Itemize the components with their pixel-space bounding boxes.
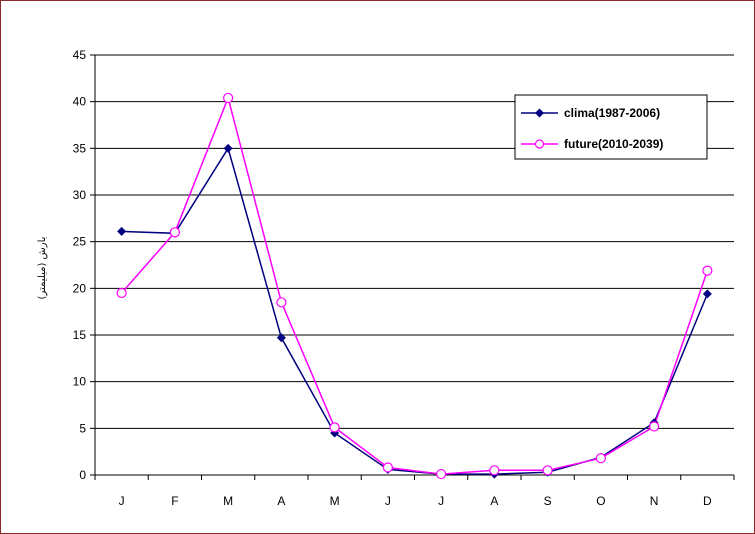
y-tick-label: 20 — [73, 281, 87, 295]
legend-label-clima: clima(1987-2006) — [564, 106, 660, 120]
y-tick-label: 30 — [73, 188, 87, 202]
series-line-1 — [121, 95, 709, 475]
data-point-future — [223, 92, 234, 104]
x-tick-label: A — [277, 494, 285, 508]
y-axis-label: بارش (میلیمتر) — [37, 237, 48, 300]
legend-box — [514, 94, 708, 160]
data-point-clima — [702, 289, 712, 299]
legend-marker-clima — [535, 108, 544, 118]
data-point-future — [649, 421, 660, 432]
data-point-future — [542, 465, 553, 476]
x-tick-label: S — [544, 494, 552, 508]
y-tick-label: 10 — [73, 375, 87, 389]
legend: clima(1987-2006) future(2010-2039) — [514, 94, 708, 160]
x-tick-label: D — [703, 494, 712, 508]
data-point-future — [116, 287, 127, 299]
y-tick-label: 5 — [79, 421, 86, 435]
y-tick-label: 25 — [73, 235, 87, 249]
data-point-future — [702, 265, 713, 276]
x-tick-label: M — [223, 494, 233, 508]
gridlines — [95, 54, 734, 429]
y-tick-labels: 0 5 10 15 20 25 30 35 40 45 — [73, 48, 95, 482]
x-tick-label: J — [119, 494, 125, 508]
data-point-future — [595, 453, 606, 464]
series-lines — [121, 95, 709, 475]
legend-marker-future — [534, 139, 545, 149]
data-point-future — [276, 297, 287, 308]
y-tick-label: 45 — [73, 48, 87, 62]
x-tick-label: F — [171, 494, 178, 508]
legend-label-future: future(2010-2039) — [564, 137, 663, 151]
x-tick-label: O — [596, 494, 605, 508]
x-tick-label: M — [330, 494, 340, 508]
y-tick-label: 15 — [73, 328, 87, 342]
data-point-clima — [117, 226, 127, 236]
y-tick-label: 40 — [73, 95, 87, 109]
x-tick-label: N — [650, 494, 659, 508]
data-point-future — [436, 468, 447, 480]
series-line-0 — [121, 146, 709, 475]
x-tick-label: A — [490, 494, 498, 508]
data-point-future — [329, 422, 340, 433]
data-point-clima — [276, 333, 286, 343]
data-point-future — [489, 465, 500, 476]
data-point-future — [169, 227, 180, 238]
series-markers — [116, 92, 713, 480]
x-tick-label: J — [385, 494, 391, 508]
y-tick-label: 35 — [73, 141, 87, 155]
x-tick-label: J — [438, 494, 444, 508]
data-point-clima — [223, 143, 233, 153]
y-tick-label: 0 — [79, 468, 86, 482]
data-point-future — [382, 462, 393, 473]
